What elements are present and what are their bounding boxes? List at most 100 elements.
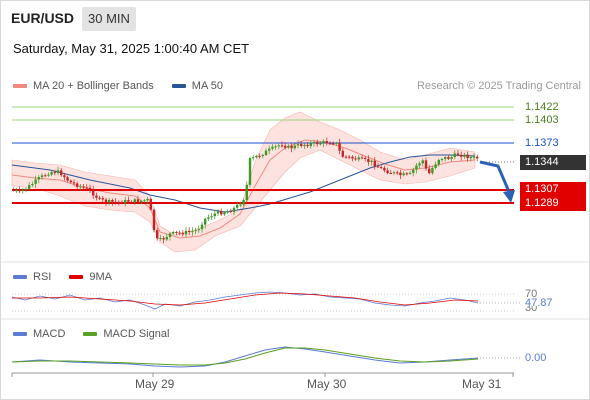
rsi-lower-label: 30	[525, 306, 538, 312]
candle-body	[172, 231, 175, 234]
candle-body	[364, 158, 367, 160]
candle-body	[79, 186, 82, 188]
candle-body	[316, 142, 319, 145]
rsi-upper-label: 70	[525, 288, 538, 300]
candle-body	[76, 183, 79, 187]
last-price-badge: 1.1344	[520, 155, 586, 170]
datetime-label: Saturday, May 31, 2025 1:00:40 AM CET	[13, 41, 250, 56]
x-axis-label: May 31	[462, 377, 502, 391]
candle-body	[242, 199, 245, 205]
level-s1-label: 1.1307	[520, 182, 586, 197]
candle-body	[370, 160, 373, 163]
level-s2-label: 1.1289	[520, 196, 586, 211]
candle-body	[236, 204, 239, 208]
candle-body	[360, 157, 364, 159]
candle-body	[399, 172, 402, 176]
candle-body	[92, 189, 95, 196]
candle-body	[223, 212, 226, 215]
candle-body	[72, 182, 76, 184]
rsi-ma-swatch	[69, 275, 84, 279]
macd-legend-label: MACD	[33, 328, 66, 340]
candle-body	[402, 173, 405, 176]
candle-body	[56, 170, 60, 174]
candle-body	[319, 143, 322, 145]
candle-body	[156, 230, 159, 239]
macd-swatch	[13, 332, 27, 336]
candle-body	[66, 177, 69, 181]
candle-body	[204, 218, 207, 225]
candle-body	[341, 150, 344, 157]
ma20-swatch	[13, 84, 27, 88]
candle-body	[255, 155, 258, 158]
candle-body	[184, 230, 188, 235]
candle-body	[447, 157, 450, 159]
candle-body	[146, 198, 149, 201]
candle-body	[252, 157, 255, 159]
macd-signal-swatch	[83, 332, 98, 336]
candle-body	[47, 174, 50, 176]
candle-body	[130, 201, 133, 203]
candle-body	[264, 150, 268, 156]
macd-value-label: 0.00	[525, 352, 547, 364]
candle-body	[21, 189, 24, 191]
candle-body	[444, 157, 447, 160]
interval-badge[interactable]: 30 MIN	[82, 7, 136, 31]
rsi-legend: RSI 9MA	[13, 271, 112, 283]
candle-body	[149, 198, 152, 210]
candle-body	[136, 199, 140, 203]
candle-body	[373, 160, 376, 167]
candle-body	[280, 145, 284, 147]
candle-body	[18, 190, 21, 192]
candle-body	[50, 172, 53, 175]
candle-body	[322, 141, 325, 144]
candle-body	[296, 144, 300, 146]
candle-body	[376, 166, 380, 168]
x-axis-label: May 30	[307, 377, 347, 391]
candle-body	[421, 160, 424, 164]
candle-body	[239, 204, 242, 206]
candle-body	[133, 199, 136, 203]
macd-signal-line	[11, 347, 479, 366]
candle-body	[95, 195, 98, 198]
main-legend: MA 20 + Bollinger Bands MA 50	[13, 80, 223, 92]
candle-body	[88, 187, 92, 190]
level-pivot-label: 1.1373	[520, 136, 564, 151]
rsi-value-label: 47.87	[525, 297, 553, 309]
candle-body	[12, 190, 15, 191]
candle-body	[210, 216, 213, 218]
rsi-swatch	[13, 275, 27, 279]
forecast-arrowhead	[503, 190, 515, 203]
candle-body	[98, 197, 101, 199]
candle-body	[229, 211, 232, 213]
candle-body	[114, 201, 117, 203]
candle-body	[63, 175, 66, 178]
candle-body	[117, 201, 120, 203]
candle-body	[456, 153, 460, 155]
candle-body	[284, 145, 287, 148]
candle-body	[463, 154, 466, 157]
candle-body	[213, 213, 216, 217]
candle-body	[338, 142, 341, 151]
candle-body	[258, 155, 261, 157]
candle-body	[220, 211, 223, 215]
candle-body	[392, 172, 396, 174]
candle-body	[188, 230, 191, 233]
candle-body	[162, 238, 165, 240]
symbol-title: EUR/USD	[11, 10, 75, 26]
candle-body	[108, 199, 111, 203]
candle-body	[178, 232, 181, 234]
candle-body	[197, 229, 200, 231]
candle-body	[290, 145, 293, 149]
candle-body	[348, 156, 351, 158]
ma20-line	[11, 139, 476, 239]
candle-body	[274, 146, 277, 148]
candle-body	[476, 156, 479, 159]
candle-body	[168, 233, 172, 237]
macd-signal-legend-label: MACD Signal	[103, 328, 170, 340]
candle-body	[143, 200, 146, 202]
candle-body	[306, 144, 309, 147]
candle-body	[165, 236, 168, 240]
candle-body	[268, 148, 271, 151]
candle-body	[191, 231, 194, 233]
candle-body	[469, 156, 472, 159]
